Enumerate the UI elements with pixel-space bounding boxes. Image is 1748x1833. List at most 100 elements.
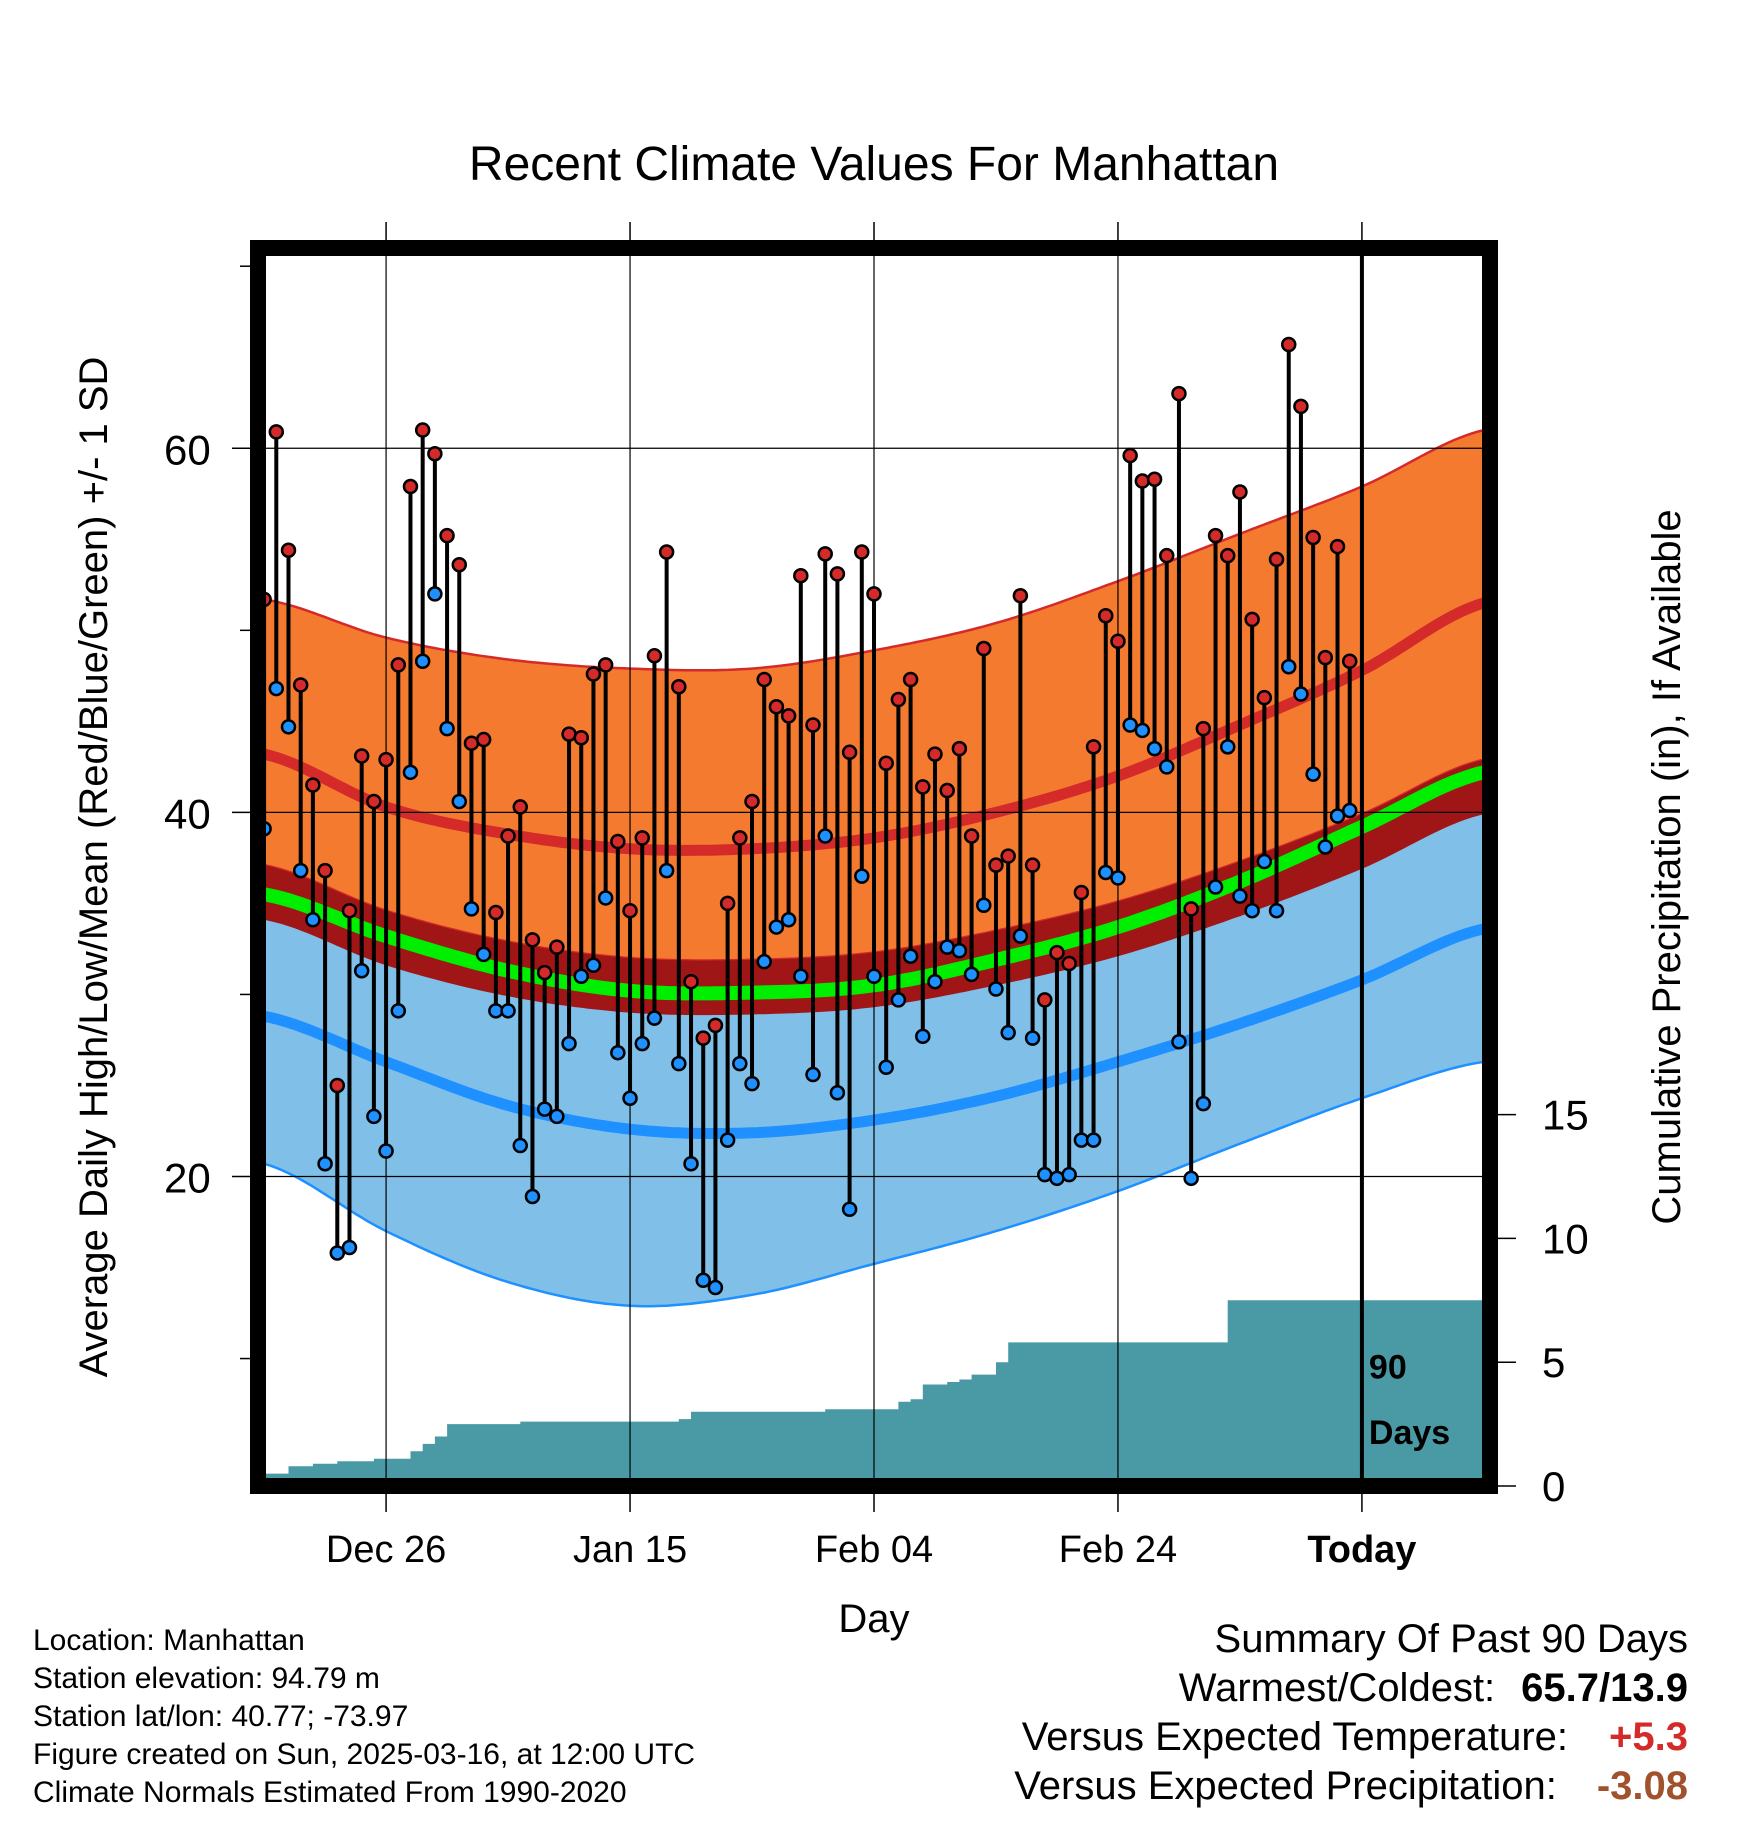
daily-high-point [341, 902, 358, 919]
daily-low-point [890, 992, 907, 1008]
daily-high-point [988, 857, 1004, 873]
summary-temp-row: Versus Expected Temperature: +5.3 [1014, 1713, 1688, 1762]
daily-high-point [1098, 608, 1114, 624]
daily-high-point [1171, 385, 1187, 402]
y2-axis-label: Cumulative Precipitation (in), If Availa… [1645, 509, 1689, 1224]
daily-low-point [1268, 902, 1285, 919]
daily-low-point [1134, 722, 1151, 739]
daily-high-point [500, 828, 516, 844]
daily-high-point [902, 671, 919, 688]
warmest-coldest-label: Warmest/Coldest: [1178, 1666, 1496, 1710]
y2-tick-label: 15 [1542, 1092, 1589, 1139]
daily-low-point [1329, 808, 1346, 824]
daily-low-point [658, 862, 675, 879]
daily-high-point [1134, 473, 1151, 489]
daily-low-point [610, 1044, 626, 1061]
daily-low-point [841, 1201, 858, 1218]
daily-high-point [695, 1030, 711, 1046]
daily-high-point [927, 746, 943, 762]
daily-high-point [793, 567, 809, 584]
x-tick-label: Feb 04 [815, 1529, 933, 1571]
precip-area [264, 1300, 1484, 1486]
daily-high-point [451, 557, 468, 573]
daily-high-point [1293, 398, 1309, 415]
daily-high-point [634, 830, 650, 846]
daily-high-point [646, 648, 663, 664]
elevation-text: Station elevation: 94.79 m [33, 1662, 380, 1695]
daily-low-point [1244, 902, 1260, 919]
daily-high-point [829, 566, 846, 582]
daily-low-point [622, 1090, 638, 1106]
daily-high-point [549, 939, 565, 955]
daily-high-point [1146, 471, 1163, 487]
daily-low-point [341, 1239, 358, 1256]
daily-high-point [732, 830, 748, 846]
daily-low-point [1341, 802, 1358, 819]
daily-high-point [1280, 336, 1297, 353]
daily-high-point [1244, 611, 1260, 628]
daily-high-point [1305, 529, 1321, 546]
daily-low-point [963, 966, 980, 983]
daily-high-point [1232, 484, 1248, 500]
daily-low-point [585, 957, 602, 974]
daily-low-point [536, 1101, 553, 1117]
daily-low-point [805, 1066, 821, 1083]
days-marker-word: Days [1369, 1414, 1450, 1452]
daily-high-point [475, 731, 492, 748]
daily-low-point [439, 720, 455, 737]
daily-high-point [305, 777, 321, 793]
summary-panel: Summary Of Past 90 Days Warmest/Coldest:… [1014, 1615, 1688, 1811]
y-tick-label: 40 [164, 790, 211, 837]
daily-high-point [1049, 944, 1065, 961]
daily-high-point [268, 424, 285, 440]
daily-low-point [1122, 717, 1138, 733]
latlon-text: Station lat/lon: 40.77; -73.97 [33, 1700, 409, 1733]
daily-high-point [292, 677, 309, 693]
daily-high-point [1219, 547, 1236, 564]
daily-high-point [512, 799, 529, 815]
daily-low-point [915, 1028, 931, 1045]
daily-low-point [427, 586, 443, 602]
daily-low-point [1207, 879, 1224, 895]
precip-departure-label: Versus Expected Precipitation: [1014, 1764, 1557, 1808]
daily-high-point [488, 904, 504, 921]
normals-text: Climate Normals Estimated From 1990-2020 [33, 1776, 627, 1809]
daily-low-point [549, 1108, 565, 1125]
daily-high-point [878, 755, 894, 771]
y-tick-label: 20 [164, 1155, 211, 1202]
y2-tick-label: 10 [1542, 1215, 1589, 1262]
daily-low-point [1110, 870, 1126, 886]
daily-low-point [378, 1143, 394, 1159]
daily-high-point [756, 671, 772, 688]
daily-high-point [780, 708, 797, 724]
daily-high-point [963, 828, 980, 844]
temp-departure-label: Versus Expected Temperature: [1021, 1715, 1568, 1759]
daily-low-point [280, 719, 297, 735]
warmest-coldest-value: 65.7/13.9 [1521, 1666, 1688, 1710]
daily-low-point [1293, 686, 1309, 702]
daily-high-point [366, 793, 382, 810]
daily-low-point [512, 1137, 529, 1154]
daily-high-point [1000, 848, 1016, 864]
daily-high-point [585, 666, 602, 682]
daily-low-point [1305, 766, 1321, 782]
station-info: Location: Manhattan Station elevation: 9… [33, 1622, 695, 1812]
precip-departure-value: -3.08 [1596, 1764, 1688, 1808]
daily-low-point [1061, 1166, 1077, 1183]
daily-low-point [683, 1156, 699, 1172]
created-text: Figure created on Sun, 2025-03-16, at 12… [33, 1738, 696, 1771]
daily-low-point [780, 912, 797, 928]
daily-high-point [378, 751, 394, 768]
daily-high-point [1037, 992, 1053, 1008]
daily-low-point [414, 653, 431, 670]
summary-title: Summary Of Past 90 Days [1214, 1617, 1688, 1661]
daily-high-point [414, 422, 431, 438]
location-text: Location: Manhattan [33, 1624, 305, 1657]
daily-low-point [634, 1035, 650, 1052]
daily-low-point [793, 968, 809, 984]
daily-low-point [366, 1108, 382, 1125]
daily-low-point [1195, 1095, 1212, 1112]
daily-high-point [768, 699, 785, 715]
daily-high-point [1012, 587, 1029, 604]
plot-layer [258, 248, 1490, 1486]
